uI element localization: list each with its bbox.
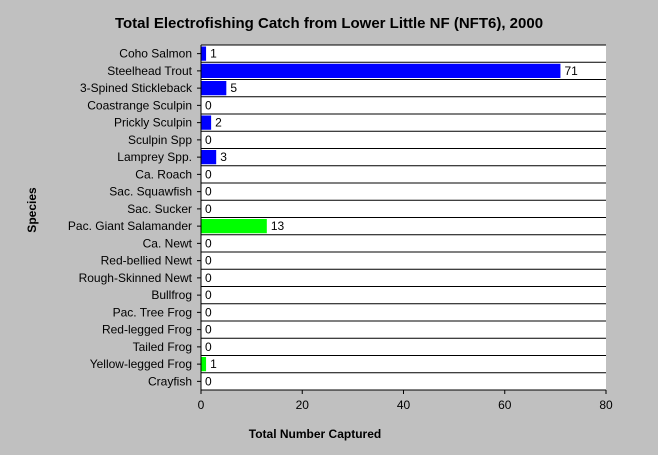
category-label: Yellow-legged Frog (90, 357, 192, 371)
bars (201, 46, 561, 372)
category-label: Sac. Sucker (127, 202, 192, 216)
x-tick-label: 20 (296, 398, 310, 412)
category-label: Pac. Giant Salamander (68, 219, 192, 233)
category-label: Red-bellied Newt (101, 254, 193, 268)
bar-value-label: 1 (210, 357, 217, 371)
bar-value-label: 0 (205, 374, 212, 388)
category-label: Rough-Skinned Newt (79, 271, 193, 285)
bar-value-label: 0 (205, 288, 212, 302)
x-axis-label: Total Number Captured (249, 427, 381, 441)
chart-title: Total Electrofishing Catch from Lower Li… (115, 15, 543, 32)
gridlines (201, 44, 606, 391)
category-label: Crayfish (148, 374, 192, 388)
x-tick-label: 80 (599, 398, 613, 412)
bar-value-label: 1 (210, 47, 217, 61)
category-label: Steelhead Trout (107, 64, 192, 78)
category-label: Prickly Sculpin (114, 116, 192, 130)
bar (201, 150, 217, 165)
bar-value-label: 3 (220, 150, 227, 164)
category-label: 3-Spined Stickleback (80, 81, 193, 95)
bar-value-label: 0 (205, 236, 212, 250)
bar (201, 63, 561, 78)
x-axis-ticks: 0 20 40 60 80 (198, 390, 613, 412)
category-label: Ca. Newt (143, 236, 193, 250)
bar-value-label: 0 (205, 98, 212, 112)
x-tick-label: 40 (397, 398, 411, 412)
category-label: Pac. Tree Frog (113, 305, 192, 319)
bar-value-label: 13 (271, 219, 285, 233)
category-label: Bullfrog (151, 288, 192, 302)
x-tick-label: 60 (498, 398, 512, 412)
category-label: Sculpin Spp (128, 133, 192, 147)
y-axis-label: Species (25, 187, 39, 233)
category-label: Ca. Roach (135, 167, 192, 181)
bar-value-label: 71 (564, 64, 578, 78)
bar (201, 219, 267, 234)
bar (201, 46, 207, 61)
bar-value-label: 5 (230, 81, 237, 95)
x-tick-label: 0 (198, 398, 205, 412)
category-labels: Coho Salmon Steelhead Trout 3-Spined Stick… (68, 47, 201, 388)
category-label: Coho Salmon (119, 47, 192, 61)
category-label: Lamprey Spp. (117, 150, 192, 164)
bar-value-label: 0 (205, 323, 212, 337)
bar-value-label: 0 (205, 305, 212, 319)
bar-value-label: 0 (205, 254, 212, 268)
bar-value-label: 2 (215, 116, 222, 130)
bar (201, 357, 207, 372)
bar-value-label: 0 (205, 167, 212, 181)
category-label: Coastrange Sculpin (87, 98, 192, 112)
bar (201, 81, 227, 96)
bar-value-label: 0 (205, 133, 212, 147)
bar-value-label: 0 (205, 340, 212, 354)
category-label: Tailed Frog (133, 340, 192, 354)
category-label: Sac. Squawfish (109, 185, 192, 199)
bar-value-label: 0 (205, 271, 212, 285)
bar-value-label: 0 (205, 202, 212, 216)
bar-value-label: 0 (205, 185, 212, 199)
category-label: Red-legged Frog (102, 323, 192, 337)
bar (201, 115, 212, 130)
